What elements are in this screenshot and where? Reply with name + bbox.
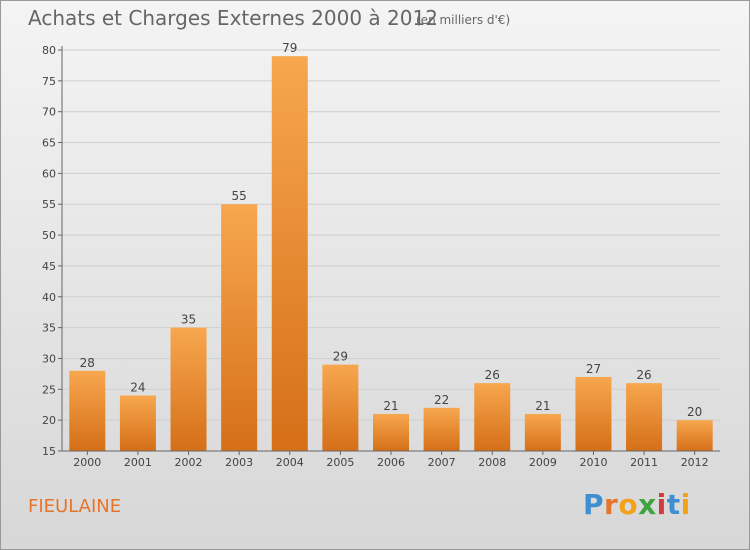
bars [69,56,713,452]
y-tick-label: 60 [42,167,56,180]
x-tick-label: 2005 [326,456,354,469]
data-label: 26 [485,368,500,382]
bar [575,376,612,451]
bar [170,327,207,451]
data-label: 26 [636,368,651,382]
y-tick-label: 40 [42,291,56,304]
proxiti-logo: Proxiti [583,488,691,521]
grid-lines [62,49,720,452]
bar [221,204,258,451]
y-tick-label: 65 [42,137,56,150]
x-tick-label: 2002 [175,456,203,469]
logo-letter: i [680,488,691,521]
y-tick-label: 45 [42,260,56,273]
x-tick-label: 2003 [225,456,253,469]
bar [423,407,460,451]
bar [524,413,561,451]
bar [322,364,359,451]
x-tick-label: 2009 [529,456,557,469]
bar [271,56,308,452]
bar [373,413,409,451]
data-label: 79 [282,41,297,55]
data-label: 28 [80,356,95,370]
data-label: 29 [333,350,348,364]
logo-letter: r [604,488,619,521]
chart-subtitle: (en milliers d'€) [416,13,511,27]
y-tick-label: 25 [42,383,56,396]
y-tick-label: 75 [42,75,56,88]
bar [69,370,106,451]
data-label: 27 [586,362,601,376]
chart-title: Achats et Charges Externes 2000 à 2012 [28,6,438,30]
x-tick-label: 2007 [428,456,456,469]
y-tick-label: 80 [42,44,56,57]
x-tick-label: 2011 [630,456,658,469]
x-tick-label: 2012 [681,456,709,469]
data-label: 20 [687,405,702,419]
y-tick-label: 20 [42,414,56,427]
bar [676,420,713,451]
data-label: 24 [130,380,145,394]
axes [58,46,720,455]
y-tick-label: 35 [42,322,56,335]
x-tick-label: 2008 [478,456,506,469]
x-tick-label: 2001 [124,456,152,469]
data-label: 35 [181,313,196,327]
y-tick-label: 55 [42,198,56,211]
y-tick-label: 70 [42,106,56,119]
data-label: 22 [434,393,449,407]
bar [119,395,156,451]
y-tick-label: 15 [42,445,56,458]
bar [626,383,663,451]
y-tick-label: 50 [42,229,56,242]
x-tick-label: 2006 [377,456,405,469]
data-label: 21 [383,399,398,413]
city-name: FIEULAINE [28,496,122,517]
labels: 15 20 25 30 35 40 45 50 55 60 65 70 75 80 28 2000 24 2001… [42,41,709,469]
logo-letter: P [583,488,605,521]
data-label: 21 [535,399,550,413]
y-tick-label: 30 [42,352,56,365]
x-tick-label: 2004 [276,456,304,469]
x-tick-label: 2000 [73,456,101,469]
logo-letter: t [666,488,681,521]
logo-letter: i [656,488,667,521]
logo-letter: o [618,488,639,521]
bar [474,383,511,451]
logo-letter: x [638,488,657,521]
x-tick-label: 2010 [579,456,607,469]
data-label: 55 [232,189,247,203]
